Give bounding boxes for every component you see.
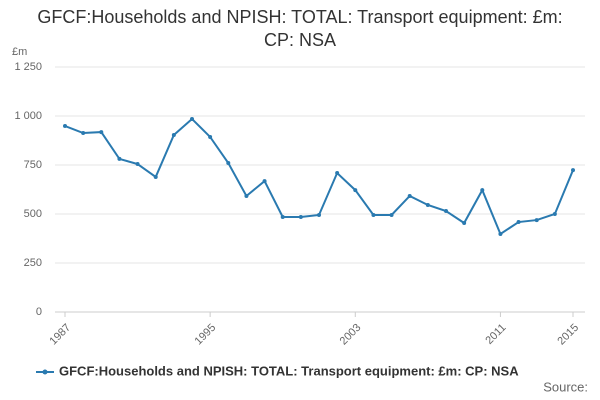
data-point [498,231,503,236]
data-point [516,220,521,225]
legend-marker [42,369,48,375]
data-point [190,116,194,121]
x-tick-label: 2015 [555,322,581,348]
data-point [462,221,467,226]
data-point [353,188,358,193]
data-point [135,162,140,167]
data-point [99,130,104,135]
y-tick-label: 1 250 [14,61,42,73]
data-point [534,218,539,223]
data-point [208,134,213,139]
data-point [425,202,430,207]
data-point [298,214,303,219]
y-tick-label: 500 [24,208,42,220]
legend-label: GFCF:Households and NPISH: TOTAL: Transp… [59,363,519,378]
y-tick-label: 250 [24,257,42,269]
source: Source: [543,379,588,394]
data-point [81,131,86,136]
data-point [244,193,249,198]
data-point [226,161,231,166]
data-point [262,179,267,184]
data-point [407,193,412,198]
y-axis-label: £m [12,46,27,58]
data-point [480,188,485,193]
x-tick-label: 1995 [193,322,219,348]
data-point [571,168,575,173]
data-point [317,212,321,217]
data-point [171,133,176,138]
data-point [552,212,557,216]
x-tick-label: 2003 [338,322,364,348]
x-tick-label: 1987 [47,322,73,348]
data-point [444,209,448,214]
x-tick-label: 2011 [483,322,508,347]
y-tick-label: 1 000 [14,110,42,122]
data-point [117,156,122,161]
data-point [153,174,158,179]
chart-title: GFCF:Households and NPISH: TOTAL: Transp… [37,7,563,50]
y-tick-label: 0 [36,306,42,318]
data-point [389,212,394,217]
data-point [280,214,285,219]
y-tick-label: 750 [24,159,42,171]
data-point [371,212,376,217]
data-point [335,171,340,176]
data-point [63,123,67,128]
